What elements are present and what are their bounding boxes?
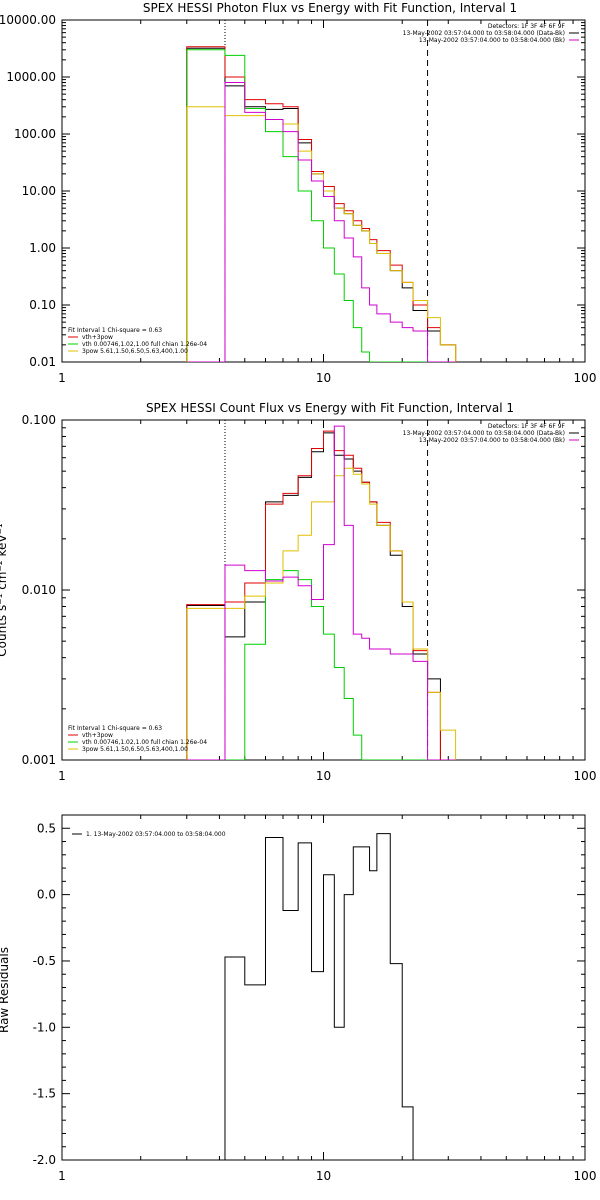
y-tick-label: -0.5	[33, 954, 56, 968]
x-tick-label: 100	[574, 371, 597, 385]
legend-entry: vth+3pow	[82, 334, 113, 341]
y-axis-label: Raw Residuals	[0, 947, 11, 1033]
x-tick-label: 1	[58, 371, 66, 385]
header-line: Detectors: 1F 3F 4F 6F 9F	[488, 423, 566, 430]
y-tick-label: 0.0	[37, 888, 56, 902]
legend-title: Fit Interval 1 Chi-square = 0.63	[68, 327, 162, 334]
series-vth+3pow	[186, 430, 456, 760]
x-tick-label: 1	[58, 1169, 66, 1183]
y-tick-label: 0.10	[29, 298, 56, 312]
y-tick-label: 1.00	[29, 241, 56, 255]
chart-title: SPEX HESSI Photon Flux vs Energy with Fi…	[143, 1, 517, 15]
header-line: 13-May-2002 03:57:04.000 to 03:58:04.000…	[419, 37, 565, 44]
header-line: 13-May-2002 03:57:04.000 to 03:58:04.000…	[403, 430, 565, 437]
y-tick-label: 100.00	[14, 127, 56, 141]
legend-entry: 1. 13-May-2002 03:57:04.000 to 03:58:04.…	[86, 831, 226, 838]
y-tick-label: 10000.00	[0, 13, 56, 27]
count-flux-chart: SPEX HESSI Count Flux vs Energy with Fit…	[0, 401, 596, 783]
legend-title: Fit Interval 1 Chi-square = 0.63	[68, 725, 162, 732]
series-data	[186, 47, 457, 362]
series-vth+3pow	[186, 46, 457, 362]
plot-area: 1 10 100 0.01 0.10 1.00 10.00 100.00 1000.00 1000…	[0, 13, 596, 385]
y-tick-label: 1000.00	[6, 70, 56, 84]
y-tick-label: -1.0	[33, 1020, 56, 1034]
legend-entry: 3pow 5.61,1.50,6.50,5.63,400,1.00	[82, 348, 188, 355]
x-tick-label: 100	[574, 1169, 597, 1183]
chart-title: SPEX HESSI Count Flux vs Energy with Fit…	[146, 401, 514, 415]
header-line: Detectors: 1F 3F 4F 6F 9F	[488, 23, 566, 30]
photon-flux-chart: SPEX HESSI Photon Flux vs Energy with Fi…	[0, 1, 596, 385]
y-tick-label: -2.0	[33, 1153, 56, 1167]
y-tick-label: 0.010	[22, 583, 56, 597]
legend-entry: vth+3pow	[82, 732, 113, 739]
x-tick-label: 10	[316, 1169, 331, 1183]
y-tick-label: 0.100	[22, 413, 56, 427]
y-tick-label: -1.5	[33, 1087, 56, 1101]
plot-area: 1 10 100 0.001 0.010 0.100 Detectors: 1F 3F 4F…	[22, 413, 597, 783]
legend-entry: 3pow 5.61,1.50,6.50,5.63,400,1.00	[82, 746, 188, 753]
series-3pow	[186, 467, 457, 760]
series-vth	[186, 49, 456, 362]
y-tick-label: 0.001	[22, 753, 56, 767]
series-bk	[186, 82, 456, 362]
x-tick-label: 1	[58, 769, 66, 783]
legend-entry: vth 0.00746,1.02,1.00 full chian 1.26e-0…	[82, 739, 207, 746]
y-tick-label: 0.5	[37, 821, 56, 835]
legend-entry: vth 0.00746,1.02,1.00 full chian 1.26e-0…	[82, 341, 207, 348]
series-bk	[186, 425, 456, 760]
x-tick-label: 10	[316, 371, 331, 385]
y-tick-label: 0.01	[29, 355, 56, 369]
plot-area: 1 10 100 -2.0 -1.5 -1.0 -0.5 0.0 0.5 1. 13-May-20…	[33, 814, 597, 1183]
x-tick-label: 10	[316, 769, 331, 783]
y-axis-label: Counts s⁻¹ cm⁻² keV⁻¹	[0, 523, 9, 657]
series-residuals	[224, 833, 428, 1160]
y-tick-label: 10.00	[22, 184, 56, 198]
series-data	[186, 432, 456, 760]
series-3pow	[186, 106, 457, 362]
x-tick-label: 100	[574, 769, 597, 783]
residuals-chart: Raw Residuals 1 10 100 -2.0 -1.5 -1.0 -0.5 0.0 0…	[0, 814, 597, 1183]
header-line: 13-May-2002 03:57:04.000 to 03:58:04.000…	[419, 437, 565, 444]
plot-frame	[61, 814, 586, 1161]
header-line: 13-May-2002 03:57:04.000 to 03:58:04.000…	[403, 30, 565, 37]
